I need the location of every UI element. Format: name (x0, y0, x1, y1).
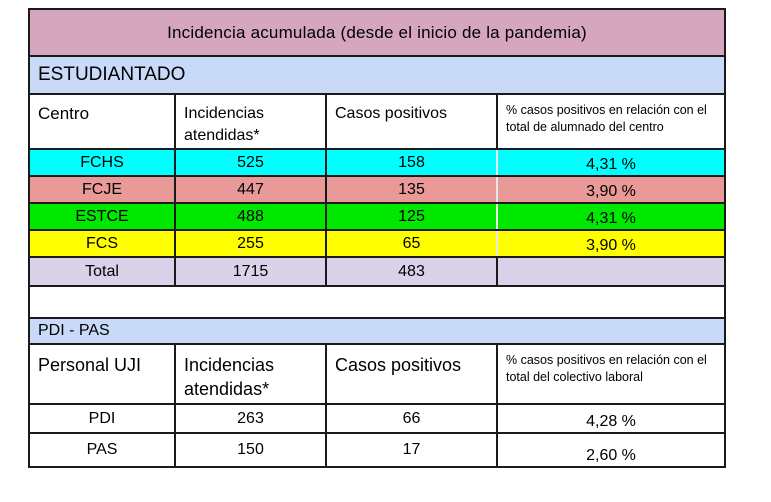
incidencias-value: 525 (176, 150, 327, 175)
total-incidencias: 1715 (176, 258, 327, 285)
total-label: Total (30, 258, 176, 285)
casos-value: 135 (327, 177, 498, 202)
incidence-table: Incidencia acumulada (desde el inicio de… (28, 8, 726, 468)
centro-label: ESTCE (30, 204, 176, 229)
estudiantado-header-row: Centro Incidencias atendidas* Casos posi… (30, 95, 724, 150)
table-row-fcs: FCS 255 65 3,90 % (30, 231, 724, 258)
table-title: Incidencia acumulada (desde el inicio de… (30, 10, 724, 57)
section-header-pdi-pas: PDI - PAS (30, 319, 724, 345)
header-incidencias: Incidencias atendidas* (176, 95, 327, 148)
pct-value: 4,31 % (586, 156, 636, 173)
table-row-estce: ESTCE 488 125 4,31 % (30, 204, 724, 231)
casos-value: 66 (327, 405, 498, 432)
table-title-text: Incidencia acumulada (desde el inicio de… (167, 22, 587, 42)
casos-value: 17 (327, 434, 498, 466)
personal-label: PDI (30, 405, 176, 432)
pct-value: 3,90 % (586, 237, 636, 254)
header-pct-alumnado: % casos positivos en relación con el tot… (506, 103, 707, 134)
incidencias-value: 488 (176, 204, 327, 229)
table-row-fchs: FCHS 525 158 4,31 % (30, 150, 724, 177)
header-pct-colectivo: % casos positivos en relación con el tot… (506, 353, 707, 384)
pct-value: 4,28 % (586, 413, 636, 430)
table-spacer (30, 287, 724, 319)
pct-value: 2,60 % (586, 447, 636, 464)
pdi-pas-header-row: Personal UJI Incidencias atendidas* Caso… (30, 345, 724, 405)
centro-label: FCHS (30, 150, 176, 175)
header-personal-uji: Personal UJI (30, 345, 176, 403)
header-centro: Centro (30, 95, 176, 148)
incidencias-value: 447 (176, 177, 327, 202)
incidencias-value: 263 (176, 405, 327, 432)
total-casos: 483 (327, 258, 498, 285)
centro-label: FCJE (30, 177, 176, 202)
casos-value: 125 (327, 204, 498, 229)
casos-value: 65 (327, 231, 498, 256)
pct-value: 4,31 % (586, 210, 636, 227)
incidencias-value: 150 (176, 434, 327, 466)
table-row-pas: PAS 150 17 2,60 % (30, 434, 724, 466)
pct-value: 3,90 % (586, 183, 636, 200)
section-header-estudiantado-label: ESTUDIANTADO (38, 64, 186, 85)
total-pct (498, 258, 724, 285)
casos-value: 158 (327, 150, 498, 175)
personal-label: PAS (30, 434, 176, 466)
incidencias-value: 255 (176, 231, 327, 256)
section-header-estudiantado: ESTUDIANTADO (30, 57, 724, 95)
header-casos: Casos positivos (327, 95, 498, 148)
table-row-fcje: FCJE 447 135 3,90 % (30, 177, 724, 204)
section-header-pdi-pas-label: PDI - PAS (38, 322, 110, 339)
table-row-total: Total 1715 483 (30, 258, 724, 287)
table-row-pdi: PDI 263 66 4,28 % (30, 405, 724, 434)
header-casos: Casos positivos (327, 345, 498, 403)
centro-label: FCS (30, 231, 176, 256)
header-incidencias: Incidencias atendidas* (176, 345, 327, 403)
